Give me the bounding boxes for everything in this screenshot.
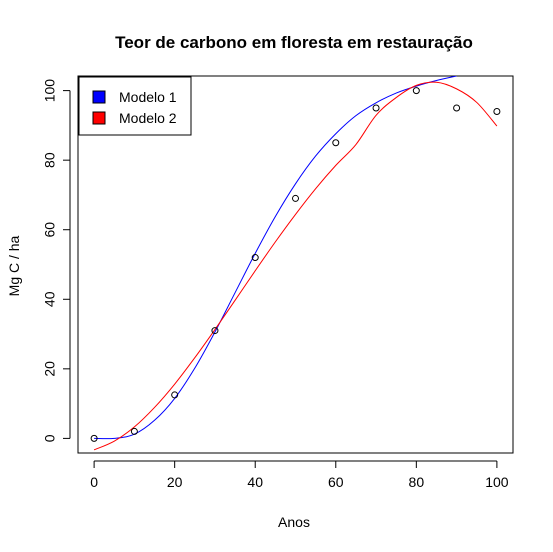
chart-title: Teor de carbono em floresta em restauraç… xyxy=(115,33,473,52)
x-tick-label: 40 xyxy=(247,474,263,490)
y-tick-label: 60 xyxy=(42,222,58,238)
x-tick-label: 20 xyxy=(167,474,183,490)
x-tick-label: 60 xyxy=(328,474,344,490)
legend-label: Modelo 1 xyxy=(119,89,177,105)
y-tick-label: 100 xyxy=(42,79,58,103)
x-tick-label: 80 xyxy=(409,474,425,490)
x-tick-label: 0 xyxy=(90,474,98,490)
data-point xyxy=(211,327,219,335)
y-tick-label: 20 xyxy=(42,361,58,377)
y-tick-label: 40 xyxy=(42,291,58,307)
y-tick-label: 0 xyxy=(42,434,58,442)
x-axis-label: Anos xyxy=(278,514,310,530)
y-axis: 0 20 40 60 80 100 xyxy=(42,79,71,442)
data-point xyxy=(493,107,501,115)
series-line-2 xyxy=(93,81,498,451)
y-axis-label: Mg C / ha xyxy=(6,235,22,296)
series-layer xyxy=(93,76,498,451)
data-point xyxy=(251,254,259,262)
data-point xyxy=(332,139,340,147)
legend-label: Modelo 2 xyxy=(119,110,177,126)
series-line-1 xyxy=(94,76,457,440)
points-layer xyxy=(90,87,501,442)
y-tick-label: 80 xyxy=(42,152,58,168)
data-point xyxy=(412,87,420,95)
legend-swatch xyxy=(92,90,106,104)
data-point xyxy=(90,434,98,442)
legend: Modelo 1 Modelo 2 xyxy=(78,76,192,136)
data-point xyxy=(292,194,299,202)
data-point xyxy=(130,427,138,435)
x-axis: 0 20 40 60 80 100 xyxy=(90,460,509,490)
x-tick-label: 100 xyxy=(485,474,509,490)
data-point xyxy=(171,391,179,399)
legend-box xyxy=(78,76,192,136)
data-point xyxy=(372,104,380,112)
legend-swatch xyxy=(92,111,106,125)
data-point xyxy=(453,104,461,112)
plot-box xyxy=(77,75,514,454)
